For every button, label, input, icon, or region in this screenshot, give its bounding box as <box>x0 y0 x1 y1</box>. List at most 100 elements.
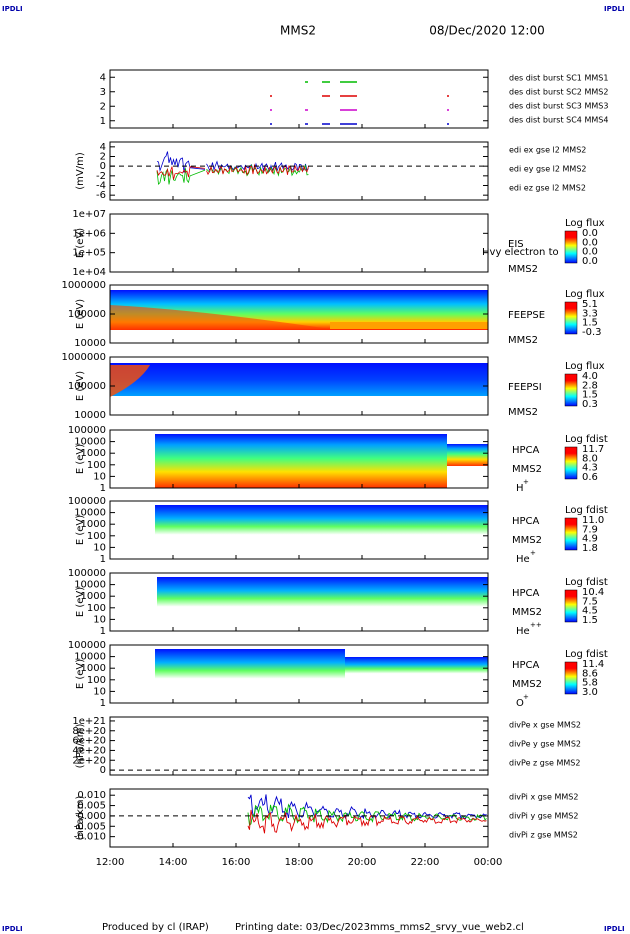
title: MMS2 <box>280 24 316 38</box>
colorbar-label: 7.5 <box>582 596 598 607</box>
legend-entry: edi ez gse l2 MMS2 <box>509 184 586 193</box>
colorbar-title: Log flux <box>565 361 605 372</box>
colorbar-label: 2.8 <box>582 380 598 391</box>
x-tick-label: 12:00 <box>96 857 125 868</box>
y-tick-label: 1e+05 <box>72 248 106 259</box>
colorbar <box>564 301 578 335</box>
x-tick-label: 22:00 <box>411 857 440 868</box>
panel-label: MMS2 <box>508 407 538 418</box>
colorbar-label: 8.6 <box>582 668 598 679</box>
y-tick-label: -4 <box>96 181 106 192</box>
panel-label: MMS2 <box>512 679 542 690</box>
colorbar-label: 1.5 <box>582 615 598 626</box>
colorbar-label: 3.3 <box>582 308 598 319</box>
y-tick-label: 1000 <box>81 448 106 459</box>
species: He <box>516 626 530 637</box>
date: 08/Dec/2020 12:00 <box>429 24 545 38</box>
x-tick-label: 16:00 <box>222 857 251 868</box>
panel-label: MMS2 <box>512 607 542 618</box>
logo: IPDLI <box>2 5 23 13</box>
logo: IPDLI <box>604 5 625 13</box>
legend-entry: divPe x gse MMS2 <box>509 721 581 730</box>
y-tick-label: 2 <box>100 152 106 163</box>
species: He <box>516 554 530 565</box>
spectrogram <box>330 322 488 329</box>
colorbar-label: 4.3 <box>582 463 598 474</box>
y-tick-label: 0.000 <box>77 811 106 822</box>
colorbar-label: 10.4 <box>582 587 604 598</box>
x-tick-label: 20:00 <box>348 857 377 868</box>
y-tick-label: 1000000 <box>61 352 106 363</box>
spectrogram <box>155 505 488 559</box>
panel-label: HPCA <box>512 445 540 456</box>
species: O <box>516 698 524 709</box>
y-tick-label: 1000 <box>81 663 106 674</box>
spectrogram <box>447 444 488 466</box>
panel-frame <box>109 69 489 129</box>
y-tick-label: 0.010 <box>77 790 106 801</box>
colorbar-label: 0.0 <box>582 228 598 239</box>
y-tick-label: 0.005 <box>77 801 106 812</box>
legend-entry: divPe z gse MMS2 <box>509 759 580 768</box>
legend-entry: des dist burst SC3 MMS3 <box>509 102 608 111</box>
colorbar <box>564 661 578 695</box>
colorbar-label: 4.0 <box>582 371 598 382</box>
y-tick-label: 100000 <box>68 568 106 579</box>
y-tick-label: 10 <box>93 686 106 697</box>
y-tick-label: 1e+21 <box>72 716 106 727</box>
species-charge: + <box>530 549 536 557</box>
spectrogram <box>345 657 488 687</box>
y-tick-label: 1e+07 <box>72 209 106 220</box>
legend-entry: edi ey gse l2 MMS2 <box>509 165 587 174</box>
colorbar-label: 1.5 <box>582 390 598 401</box>
y-tick-label: 100000 <box>68 640 106 651</box>
colorbar-label: 11.4 <box>582 659 604 670</box>
y-axis-label: E (eV) <box>75 228 86 258</box>
species-charge: ++ <box>530 621 542 629</box>
logo: IPDLI <box>2 925 23 933</box>
y-axis-label: (nPa/km) <box>75 796 86 841</box>
colorbar-label: 0.0 <box>582 237 598 248</box>
pressure-trace <box>247 803 487 826</box>
y-tick-label: 3 <box>100 87 106 98</box>
colorbar-title: Log fdist <box>565 505 608 516</box>
y-tick-label: 1 <box>100 483 106 494</box>
y-tick-label: 10 <box>93 471 106 482</box>
y-axis-label: (nPa/km) <box>75 724 86 769</box>
y-tick-label: 100 <box>87 460 106 471</box>
y-tick-label: -2 <box>96 171 106 182</box>
y-tick-label: 2 <box>100 101 106 112</box>
y-tick-label: 10 <box>93 542 106 553</box>
y-axis-label: E (eV) <box>75 371 86 401</box>
colorbar-label: 4.9 <box>582 534 598 545</box>
colorbar-label: 0.0 <box>582 247 598 258</box>
y-tick-label: 1 <box>100 626 106 637</box>
colorbar <box>564 446 578 480</box>
y-tick-label: 10000 <box>74 437 106 448</box>
y-tick-label: 0 <box>100 161 106 172</box>
footer-credit: Produced by cl (IRAP) <box>102 922 209 933</box>
colorbar <box>564 589 578 623</box>
legend-entry: des dist burst SC2 MMS2 <box>509 88 608 97</box>
footer-date: Printing date: 03/Dec/2023 <box>235 922 370 933</box>
y-tick-label: 100000 <box>68 381 106 392</box>
field-trace <box>156 151 309 173</box>
colorbar-label: 3.0 <box>582 687 598 698</box>
panel-label: HPCA <box>512 588 540 599</box>
y-tick-label: 10000 <box>74 338 106 349</box>
colorbar-label: 4.5 <box>582 606 598 617</box>
spectrogram <box>110 363 488 396</box>
y-axis-label: E (eV) <box>75 444 86 474</box>
colorbar-label: 0.0 <box>582 256 598 267</box>
panel-label: FEEPSI <box>508 382 542 393</box>
y-tick-label: 10000 <box>74 580 106 591</box>
y-tick-label: 1000 <box>81 519 106 530</box>
y-tick-label: 1000000 <box>61 280 106 291</box>
legend-entry: divPi y gse MMS2 <box>509 812 578 821</box>
y-tick-label: 4 <box>100 72 106 83</box>
pressure-trace <box>247 809 487 834</box>
field-trace <box>156 163 309 185</box>
legend-entry: des dist burst SC1 MMS1 <box>509 74 608 83</box>
colorbar-title: Log fdist <box>565 649 608 660</box>
panel-label: HPCA <box>512 516 540 527</box>
